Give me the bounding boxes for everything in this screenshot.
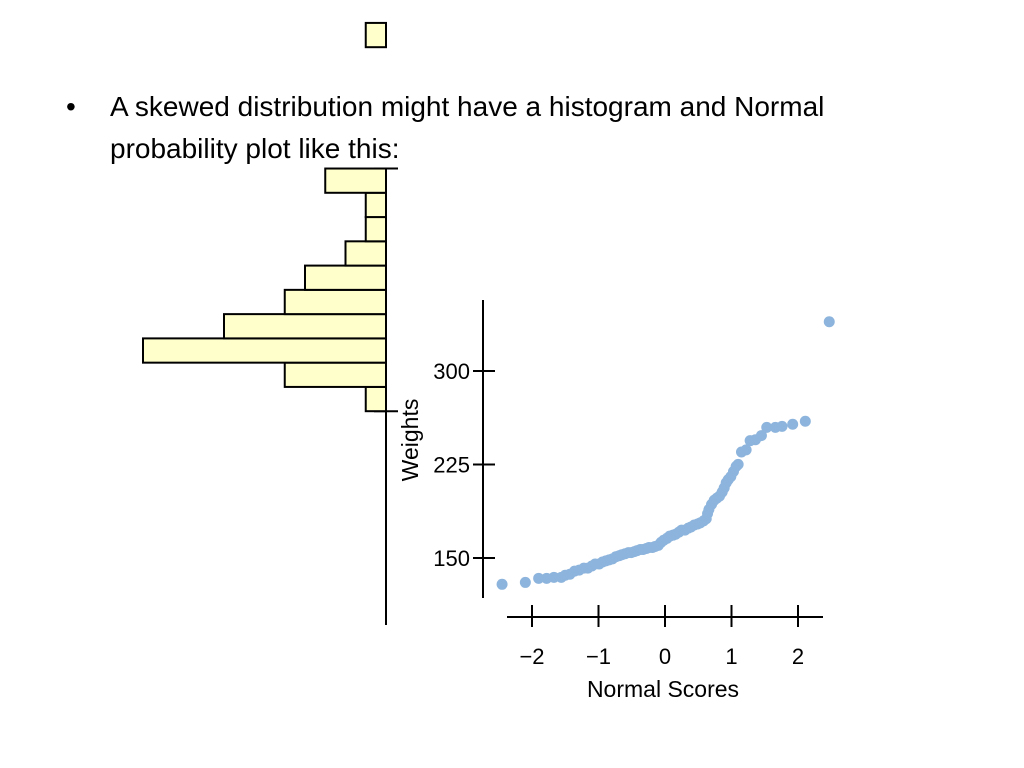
histogram-bar-1 xyxy=(283,361,387,388)
normal-probability-plot: 150 225 300 −2 −1 0 1 2 Normal Scores Weights xyxy=(397,300,835,702)
histogram-bar-6 xyxy=(344,240,387,267)
x-tick-label-2: 0 xyxy=(659,644,671,669)
data-point-69 xyxy=(761,421,773,433)
data-point-68 xyxy=(755,430,767,442)
bullet-marker: • xyxy=(66,91,76,122)
data-point-63 xyxy=(732,458,744,470)
x-tick-label-4: 2 xyxy=(792,644,804,669)
x-tick-label-1: −1 xyxy=(586,644,611,669)
x-axis-label: Normal Scores xyxy=(587,676,739,702)
x-tick-label-0: −2 xyxy=(519,644,544,669)
histogram-bar-7 xyxy=(364,216,387,243)
data-point-73 xyxy=(799,415,811,427)
histogram-bar-8 xyxy=(364,191,387,219)
data-point-72 xyxy=(787,418,799,430)
histogram-bar-9 xyxy=(324,167,387,194)
histogram-bar-5 xyxy=(304,264,387,291)
y-tick-label-2: 300 xyxy=(433,359,470,384)
data-point-1 xyxy=(519,576,531,588)
data-point-65 xyxy=(740,444,752,456)
y-tick-label-1: 225 xyxy=(433,452,470,477)
histogram xyxy=(142,21,398,625)
histogram-bar-3 xyxy=(223,313,387,340)
bullet-text: A skewed distribution might have a histo… xyxy=(110,91,825,164)
data-point-71 xyxy=(776,420,788,432)
x-tick-label-3: 1 xyxy=(725,644,737,669)
histogram-bar-4 xyxy=(283,288,387,316)
data-point-2 xyxy=(533,572,545,584)
y-tick-label-0: 150 xyxy=(433,546,470,571)
histogram-bar-2 xyxy=(142,337,387,364)
histogram-bar-0 xyxy=(364,385,387,413)
data-point-0 xyxy=(496,578,508,590)
data-point-74 xyxy=(823,316,835,328)
y-axis-label: Weights xyxy=(397,399,423,482)
histogram-bar-10 xyxy=(364,21,387,49)
